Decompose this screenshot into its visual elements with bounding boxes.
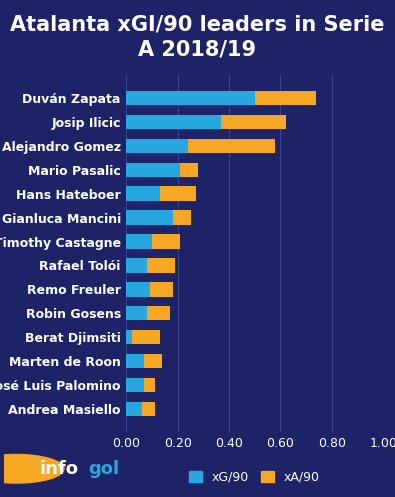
Bar — [126, 402, 142, 416]
Bar — [132, 330, 160, 344]
Bar — [126, 330, 132, 344]
Bar — [188, 139, 275, 153]
Bar — [126, 258, 147, 273]
Text: Atalanta xGI/90 leaders in Serie
A 2018/19: Atalanta xGI/90 leaders in Serie A 2018/… — [10, 15, 385, 60]
Bar — [142, 402, 155, 416]
Bar — [173, 210, 191, 225]
Bar — [147, 306, 170, 321]
Bar — [126, 378, 145, 392]
Bar — [149, 282, 173, 297]
Bar — [126, 210, 173, 225]
Bar — [126, 163, 180, 177]
Circle shape — [0, 461, 43, 477]
Bar — [126, 115, 221, 129]
Bar — [145, 378, 155, 392]
Text: gol: gol — [88, 460, 119, 478]
Bar — [126, 139, 188, 153]
Bar — [126, 186, 160, 201]
Bar — [126, 234, 152, 248]
Text: info: info — [40, 460, 79, 478]
Bar — [147, 258, 175, 273]
Legend: xG/90, xA/90: xG/90, xA/90 — [189, 471, 320, 484]
Bar — [126, 354, 145, 368]
Bar — [180, 163, 198, 177]
Bar — [126, 91, 255, 105]
Bar — [126, 306, 147, 321]
Bar — [152, 234, 181, 248]
Bar — [255, 91, 316, 105]
Bar — [160, 186, 196, 201]
Bar — [126, 282, 149, 297]
Circle shape — [0, 454, 64, 483]
Bar — [221, 115, 286, 129]
Bar — [145, 354, 162, 368]
